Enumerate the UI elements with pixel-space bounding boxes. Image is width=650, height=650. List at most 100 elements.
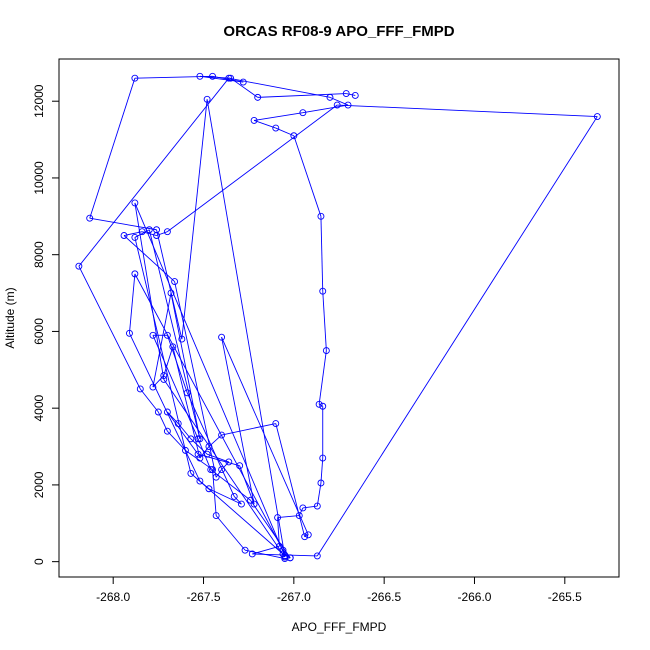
series-line-segment bbox=[206, 453, 229, 463]
series-line-segment bbox=[228, 77, 331, 98]
series-line-segment bbox=[316, 482, 322, 507]
series-line-segment bbox=[134, 237, 192, 474]
data-point bbox=[171, 278, 179, 285]
series-line-segment bbox=[320, 216, 324, 292]
series-line-segment bbox=[185, 450, 213, 470]
data-point bbox=[274, 514, 282, 521]
x-tick-label: -265.5 bbox=[548, 590, 582, 604]
data-point bbox=[239, 78, 247, 86]
series-line-segment bbox=[174, 281, 217, 478]
data-point bbox=[163, 331, 171, 339]
data-point bbox=[299, 504, 307, 512]
series-line-segment bbox=[221, 337, 309, 535]
y-tick-label: 12000 bbox=[32, 84, 46, 118]
data-point bbox=[322, 347, 330, 355]
data-point bbox=[342, 90, 350, 97]
series-line-segment bbox=[167, 411, 199, 455]
series-line-segment bbox=[156, 229, 183, 340]
data-point bbox=[319, 454, 327, 462]
y-tick-label: 10000 bbox=[32, 161, 46, 195]
data-point bbox=[315, 400, 323, 408]
x-tick-label: -266.5 bbox=[367, 590, 401, 604]
data-point bbox=[301, 533, 309, 541]
data-point bbox=[169, 343, 177, 351]
data-point bbox=[131, 270, 139, 278]
data-point bbox=[163, 228, 171, 236]
x-tick-label: -267.0 bbox=[277, 590, 311, 604]
data-point bbox=[290, 132, 298, 140]
series-line-segment bbox=[215, 515, 246, 551]
data-point bbox=[351, 92, 359, 99]
y-tick-label: 4000 bbox=[32, 395, 46, 422]
data-point bbox=[149, 383, 157, 391]
data-point bbox=[209, 72, 216, 80]
y-tick-label: 2000 bbox=[32, 471, 46, 498]
data-point bbox=[250, 500, 258, 508]
data-point bbox=[131, 199, 139, 207]
data-point bbox=[187, 435, 195, 443]
series-line-segment bbox=[134, 273, 284, 551]
y-tick-label: 8000 bbox=[32, 241, 46, 268]
data-point bbox=[593, 113, 601, 121]
series-line-segment bbox=[230, 77, 258, 98]
series-line-segment bbox=[293, 135, 322, 217]
y-tick-label: 6000 bbox=[32, 318, 46, 345]
y-tick-label: 0 bbox=[32, 558, 46, 565]
data-point bbox=[299, 109, 307, 117]
series-line-segment bbox=[221, 423, 276, 436]
data-point bbox=[160, 372, 168, 380]
data-point bbox=[248, 550, 256, 558]
series-line-segment bbox=[252, 545, 280, 555]
data-point bbox=[227, 74, 235, 82]
data-point bbox=[225, 458, 233, 466]
series-line-segment bbox=[316, 116, 598, 557]
data-point bbox=[182, 446, 189, 454]
data-point bbox=[86, 214, 94, 222]
data-point bbox=[153, 226, 160, 234]
plot-frame bbox=[58, 58, 620, 578]
series-line-segment bbox=[302, 104, 349, 114]
data-point bbox=[326, 93, 334, 101]
data-point bbox=[275, 542, 283, 550]
x-axis: -268.0 -267.5 -267.0 -266.5 -266.0 -265.5 bbox=[96, 576, 582, 604]
series-line-segment bbox=[129, 333, 201, 482]
series-line-segment bbox=[78, 265, 141, 390]
data-point bbox=[218, 431, 226, 439]
x-tick-label: -268.0 bbox=[96, 590, 130, 604]
data-point bbox=[212, 512, 220, 520]
series-line-segment bbox=[78, 77, 230, 267]
series-line-segment bbox=[275, 423, 306, 537]
data-point bbox=[138, 228, 146, 236]
series-line-segment bbox=[89, 217, 157, 231]
data-point bbox=[196, 435, 204, 443]
data-point bbox=[167, 289, 175, 297]
data-point bbox=[145, 226, 153, 234]
data-point bbox=[194, 435, 202, 443]
series-line-segment bbox=[123, 235, 175, 282]
data-point bbox=[183, 389, 191, 397]
series-line-segment bbox=[257, 93, 347, 98]
data-point bbox=[250, 116, 258, 124]
data-point bbox=[203, 95, 211, 103]
series-line-segment bbox=[298, 507, 304, 516]
series-line-segment bbox=[139, 388, 159, 413]
series-line-segment bbox=[337, 104, 598, 118]
data-point bbox=[149, 331, 157, 339]
data-point bbox=[126, 329, 133, 337]
data-point bbox=[178, 335, 186, 343]
data-point bbox=[230, 492, 238, 500]
series-line-segment bbox=[233, 496, 242, 505]
series-line-segment bbox=[221, 461, 230, 470]
data-point bbox=[247, 496, 254, 504]
data-point bbox=[281, 552, 289, 560]
data-point bbox=[174, 420, 182, 427]
series-line-segment bbox=[129, 273, 136, 334]
x-tick-label: -267.5 bbox=[187, 590, 221, 604]
data-point bbox=[295, 512, 303, 520]
series-line-segment bbox=[346, 93, 356, 96]
data-point bbox=[154, 408, 162, 416]
data-point bbox=[317, 479, 325, 487]
data-point bbox=[254, 93, 262, 101]
data-point bbox=[205, 443, 213, 450]
